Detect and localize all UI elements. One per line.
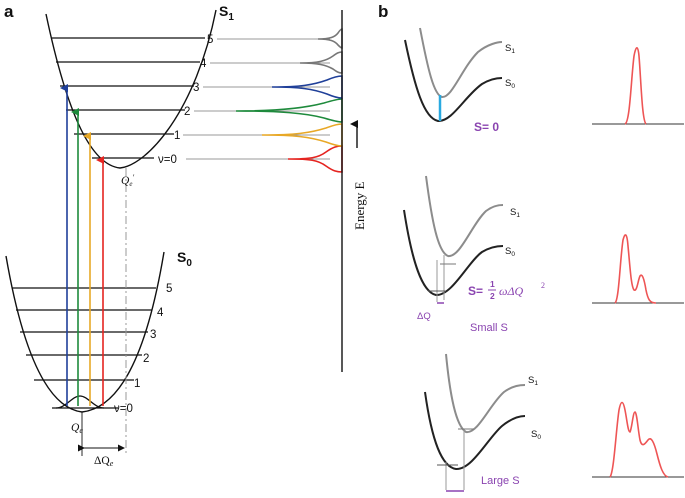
ground-level-labels: 5 4 3 2 1 ν=0 [114,283,172,415]
panel-b-label: b [378,2,388,21]
row2-frac-num: 1 [490,279,495,289]
ground-wavefunction [55,395,105,409]
row2-s-suffix: ωΔQ [499,284,524,298]
ground-level-label-0: ν=0 [114,403,133,415]
excited-state-parabola [45,9,217,169]
row2-s-expression: S= 1 2 ωΔQ 2 [468,279,545,301]
row2-s1-label: S1 [510,207,520,219]
row3-spectrum [609,401,669,478]
spectrum-peak-4 [299,51,343,74]
excited-level-label-5: 5 [207,34,213,46]
excited-level-label-2: 2 [184,106,190,118]
row3-s1-curve [445,353,526,433]
excited-level-label-0: ν=0 [158,154,177,166]
excited-level-label-3: 3 [193,82,199,94]
row1-spectrum [624,46,647,125]
row3-caption: Large S [481,475,520,487]
ground-level-label-5: 5 [166,283,172,295]
row2-s0-curve [403,209,504,297]
emission-spectrum [235,28,343,173]
qe-label: Qe [71,422,83,435]
panel-b-row-2: S1 S0 ΔQ S= 1 2 ωΔQ 2 Small S [403,175,684,334]
excited-level-lines [52,37,205,159]
row2-caption: Small S [470,322,508,334]
ground-level-label-4: 4 [157,307,164,319]
row2-s1-curve [425,175,504,257]
row3-s1-label: S1 [528,375,538,387]
row1-s1-label: S1 [505,43,515,55]
row2-delta-label: ΔQ [417,311,431,322]
ground-level-lines [12,287,156,409]
row1-s-expression: S= 0 [474,120,499,134]
qe-prime-label: Qe′ [121,173,134,188]
row1-s0-label: S0 [505,78,515,90]
excited-level-label-1: 1 [174,130,180,142]
delta-qe-label: ΔQe [94,455,114,468]
row2-spectrum [614,234,657,304]
ground-level-label-2: 2 [143,353,149,365]
panel-b: b S1 S0 S= 0 S1 S0 ΔQ S= 1 [378,2,684,492]
absorption-arrows [60,84,104,406]
ground-level-label-1: 1 [134,378,140,390]
panel-a-label: a [4,2,14,21]
excited-level-labels: 5 4 3 2 1 ν=0 [158,34,213,166]
spectrum-peak-2 [235,98,343,123]
row1-s1-curve [419,27,503,98]
row2-s0-label: S0 [505,246,515,258]
row1-s0-curve [404,39,503,123]
panel-b-row-3: S1 S0 Large S [424,353,684,492]
row2-s-sup: 2 [541,281,545,290]
excited-level-label-4: 4 [200,58,207,70]
ground-level-label-3: 3 [150,329,156,341]
energy-axis-label: Energy E [352,181,367,230]
row2-s-prefix: S= [468,284,483,298]
excited-state-label: S1 [219,3,234,23]
spectrum-peak-5 [317,28,343,49]
row3-s0-label: S0 [531,429,541,441]
panel-b-row-1: S1 S0 S= 0 [404,27,684,134]
level-guide-lines [183,38,330,160]
row3-s0-curve [424,391,526,471]
ground-state-parabola [5,251,165,413]
row2-frac-den: 2 [490,291,495,301]
panel-a: a S1 5 4 3 2 1 ν=0 [4,2,367,468]
ground-state-label: S0 [177,249,192,269]
